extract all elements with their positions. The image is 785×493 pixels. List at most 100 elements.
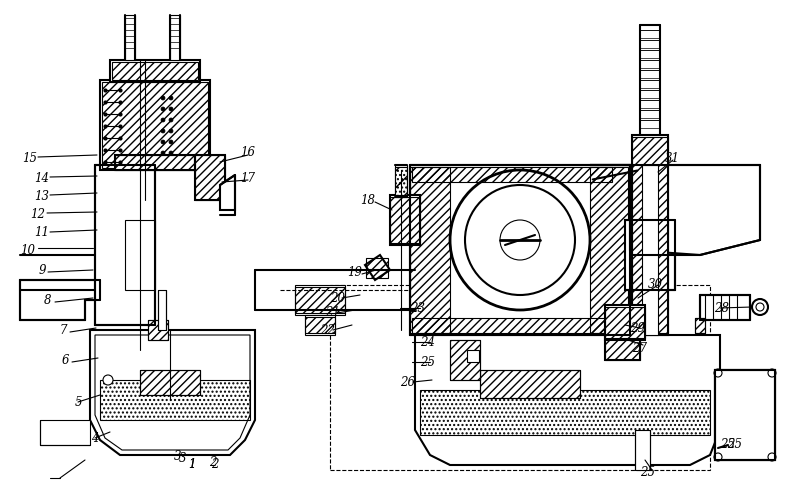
Circle shape bbox=[450, 170, 590, 310]
Bar bbox=[640, 90, 660, 98]
Bar bbox=[605, 330, 640, 360]
Polygon shape bbox=[40, 420, 90, 445]
Bar bbox=[412, 318, 612, 333]
Bar bbox=[640, 80, 660, 88]
Bar bbox=[590, 167, 628, 333]
Text: 7: 7 bbox=[59, 323, 67, 337]
Polygon shape bbox=[590, 165, 760, 255]
Text: 21: 21 bbox=[326, 307, 341, 319]
Text: 15: 15 bbox=[23, 151, 38, 165]
Circle shape bbox=[169, 151, 173, 155]
Bar bbox=[480, 370, 580, 398]
Circle shape bbox=[103, 375, 113, 385]
Circle shape bbox=[714, 453, 722, 461]
Text: 2: 2 bbox=[211, 458, 219, 471]
Text: 5: 5 bbox=[75, 395, 82, 409]
Text: 27: 27 bbox=[633, 342, 648, 354]
Circle shape bbox=[161, 151, 165, 155]
Polygon shape bbox=[415, 335, 720, 465]
Text: 22: 22 bbox=[320, 323, 335, 337]
Text: 25: 25 bbox=[641, 465, 655, 479]
Circle shape bbox=[500, 220, 540, 260]
Bar bbox=[695, 318, 705, 333]
Polygon shape bbox=[220, 175, 235, 210]
Text: 20: 20 bbox=[330, 291, 345, 305]
Bar bbox=[305, 315, 335, 335]
Text: 16: 16 bbox=[240, 146, 255, 160]
Text: 18: 18 bbox=[360, 193, 375, 207]
Bar bbox=[125, 220, 155, 290]
Text: 12: 12 bbox=[31, 209, 46, 221]
Polygon shape bbox=[715, 370, 775, 460]
Circle shape bbox=[161, 107, 165, 111]
Bar bbox=[467, 350, 479, 362]
Bar bbox=[640, 120, 660, 128]
Bar bbox=[640, 110, 660, 118]
Bar bbox=[640, 70, 660, 78]
Text: 8: 8 bbox=[44, 293, 52, 307]
Bar bbox=[420, 390, 710, 435]
Text: 24: 24 bbox=[421, 336, 436, 349]
Bar bbox=[412, 167, 612, 182]
Text: 31: 31 bbox=[664, 151, 680, 165]
Circle shape bbox=[169, 96, 173, 100]
Circle shape bbox=[714, 369, 722, 377]
Text: 13: 13 bbox=[35, 190, 49, 204]
Bar bbox=[450, 340, 480, 380]
Bar bbox=[305, 317, 335, 333]
Bar bbox=[640, 40, 660, 48]
Bar bbox=[112, 62, 198, 80]
Circle shape bbox=[717, 397, 773, 453]
Circle shape bbox=[756, 303, 764, 311]
Bar bbox=[632, 137, 668, 333]
Bar bbox=[295, 285, 345, 315]
Bar bbox=[640, 60, 660, 68]
Bar bbox=[605, 305, 645, 340]
Bar bbox=[195, 155, 225, 200]
Text: 9: 9 bbox=[38, 263, 46, 277]
Text: 23: 23 bbox=[411, 302, 425, 315]
Bar bbox=[330, 285, 710, 470]
Text: 11: 11 bbox=[35, 225, 49, 239]
Text: 3: 3 bbox=[174, 451, 182, 463]
Bar bbox=[395, 167, 407, 195]
Bar bbox=[695, 318, 705, 333]
Bar bbox=[140, 370, 200, 395]
Bar bbox=[640, 30, 660, 38]
Circle shape bbox=[465, 185, 575, 295]
Text: 1: 1 bbox=[188, 458, 195, 471]
Bar bbox=[410, 167, 450, 333]
Polygon shape bbox=[365, 255, 390, 280]
Circle shape bbox=[169, 118, 173, 122]
Bar bbox=[366, 258, 388, 278]
Bar bbox=[100, 80, 210, 170]
Circle shape bbox=[161, 96, 165, 100]
Bar bbox=[635, 430, 650, 470]
Text: 4: 4 bbox=[91, 431, 99, 445]
Text: 3: 3 bbox=[179, 452, 187, 464]
Bar bbox=[605, 307, 645, 338]
Bar bbox=[410, 165, 630, 335]
Circle shape bbox=[161, 129, 165, 133]
Bar bbox=[148, 320, 168, 340]
Bar bbox=[170, 15, 180, 60]
Bar bbox=[480, 370, 580, 398]
Text: 2: 2 bbox=[210, 456, 217, 468]
Bar bbox=[295, 287, 345, 313]
Bar bbox=[110, 60, 200, 82]
Bar bbox=[102, 82, 208, 168]
Bar bbox=[390, 197, 420, 243]
Circle shape bbox=[169, 107, 173, 111]
Bar bbox=[140, 370, 200, 395]
Bar bbox=[115, 155, 195, 170]
Text: 28: 28 bbox=[714, 302, 729, 315]
Bar bbox=[605, 330, 640, 360]
Text: 1: 1 bbox=[188, 458, 195, 471]
Text: 10: 10 bbox=[20, 244, 35, 256]
Text: 19: 19 bbox=[348, 266, 363, 279]
Circle shape bbox=[161, 118, 165, 122]
Bar bbox=[642, 165, 658, 335]
Text: 17: 17 bbox=[240, 172, 255, 184]
Bar bbox=[640, 50, 660, 58]
Text: 30: 30 bbox=[648, 279, 663, 291]
